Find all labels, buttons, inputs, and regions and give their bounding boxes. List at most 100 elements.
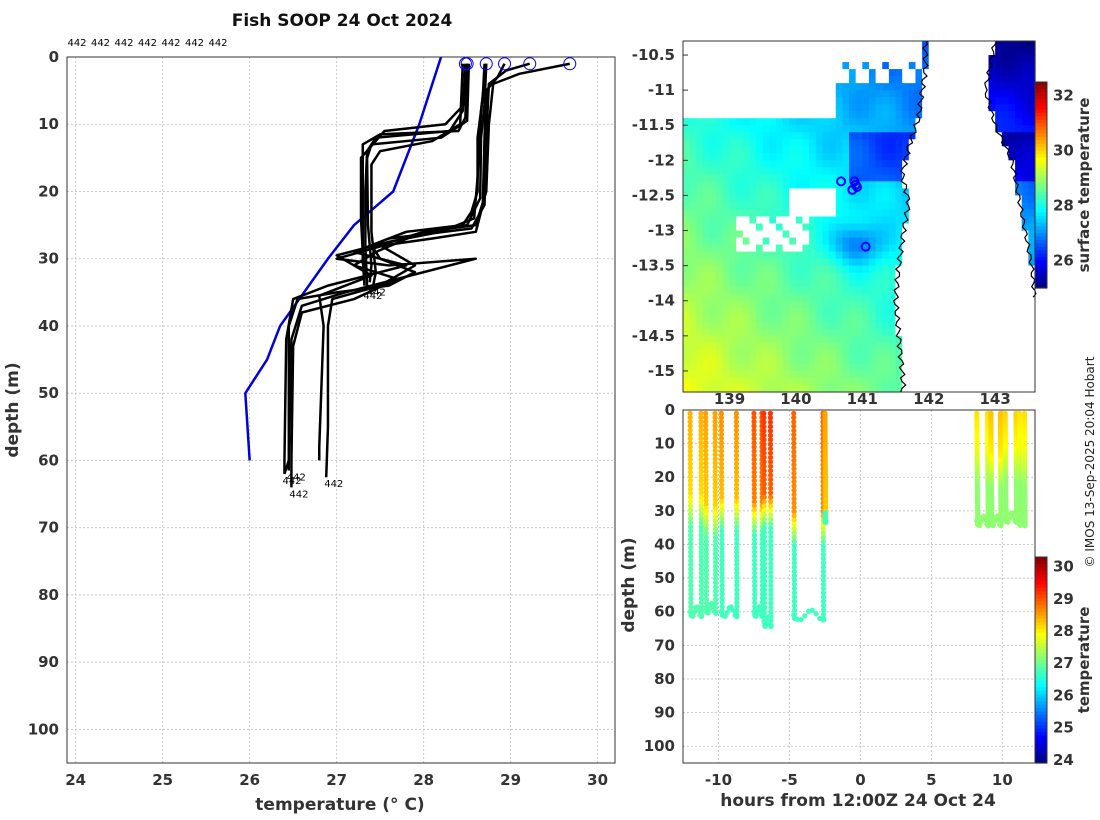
sst-cell: [775, 286, 784, 295]
dt-y-tick-label: 10: [654, 435, 675, 453]
dt-point: [791, 487, 797, 493]
sst-cell: [975, 181, 983, 190]
dt-point: [712, 481, 718, 487]
dt-point: [688, 587, 694, 593]
dt-point: [820, 560, 826, 566]
y-tick-label: 30: [38, 250, 59, 268]
sst-cell: [749, 139, 757, 147]
sst-cell: [809, 104, 817, 112]
sst-cell: [742, 307, 751, 316]
sst-colorbar-band: [1035, 164, 1047, 169]
sst-cell: [742, 216, 751, 225]
sst-cell: [888, 55, 897, 63]
sst-cell: [749, 293, 757, 302]
dt-point: [698, 612, 705, 618]
sst-cell: [789, 342, 797, 351]
sst-cell: [709, 160, 717, 168]
sst-cell: [842, 55, 850, 63]
sst-cell: [782, 223, 790, 232]
sst-cell: [696, 223, 704, 232]
sst-cell: [762, 223, 770, 232]
sst-cell: [835, 41, 843, 49]
sst-cell: [1021, 272, 1029, 281]
sst-cell: [815, 146, 824, 154]
sst-cell: [795, 41, 804, 49]
dt-point: [768, 565, 774, 571]
sst-cell: [995, 132, 1003, 140]
sst-cell: [935, 76, 943, 84]
sst-cell: [922, 300, 930, 309]
sst-cell: [689, 286, 697, 295]
sst-cell: [928, 195, 936, 204]
sst-cell: [802, 265, 810, 274]
sst-cell: [915, 230, 923, 239]
dt-point: [719, 545, 725, 551]
sst-cell: [1001, 286, 1010, 295]
sst-cell: [942, 111, 950, 119]
sst-cell: [835, 286, 843, 295]
sst-cell: [955, 83, 963, 91]
sst-cell: [935, 293, 943, 302]
dt-point: [698, 549, 704, 555]
sst-cell: [935, 174, 943, 182]
header-cast-label: 442: [91, 38, 110, 49]
sst-cell: [729, 244, 737, 253]
sst-cell: [829, 328, 837, 337]
sst-cell: [709, 356, 717, 365]
sst-cell: [935, 97, 943, 105]
sst-cell: [729, 209, 737, 218]
sst-cell: [1001, 48, 1010, 56]
sst-cell: [729, 146, 737, 154]
sst-cell: [789, 139, 797, 147]
sst-cell: [736, 181, 744, 190]
dt-point: [703, 567, 709, 573]
sst-cell: [888, 160, 897, 168]
sst-cell: [775, 153, 784, 161]
sst-cell: [802, 300, 810, 309]
sst-cell: [922, 153, 930, 161]
dt-point: [688, 532, 694, 538]
temp-colorbar-band: [1035, 608, 1047, 613]
sst-cell: [1015, 349, 1023, 358]
sst-cell: [895, 188, 903, 197]
sst-cell: [1021, 132, 1029, 140]
sst-cell: [922, 146, 930, 154]
sst-cell: [829, 356, 837, 365]
dt-point: [713, 604, 719, 611]
sst-cell: [749, 76, 757, 84]
sst-cell: [789, 230, 797, 239]
sst-cell: [902, 272, 910, 281]
sst-cell: [815, 335, 824, 344]
sst-cell: [729, 363, 737, 372]
sst-cell: [736, 363, 744, 372]
sst-cell: [802, 188, 810, 197]
sst-cell: [822, 265, 830, 274]
sst-cell: [1015, 55, 1023, 63]
dt-point: [703, 464, 709, 470]
sst-cell: [696, 230, 704, 239]
dt-point: [698, 595, 705, 601]
sst-cell: [882, 321, 890, 330]
dt-point: [719, 499, 725, 505]
sst-cell: [948, 272, 956, 281]
sst-cell: [961, 370, 970, 379]
sst-cell: [716, 286, 724, 295]
sst-cell: [942, 216, 950, 225]
sst-cell: [683, 223, 691, 232]
y-tick-label: 0: [49, 48, 59, 66]
temp-colorbar-band: [1035, 749, 1047, 754]
sst-cell: [802, 55, 810, 63]
dt-point: [698, 473, 704, 479]
sst-cell: [842, 167, 850, 175]
sst-cell: [749, 125, 757, 133]
sst-cell: [862, 314, 870, 323]
sst-cell: [849, 272, 857, 281]
sst-cell: [716, 230, 724, 239]
sst-cell: [968, 384, 976, 393]
sst-cell: [1008, 195, 1016, 204]
dt-point: [761, 468, 767, 474]
sst-cell: [1021, 356, 1029, 365]
sst-cell: [882, 174, 890, 182]
sst-cell: [789, 167, 797, 175]
